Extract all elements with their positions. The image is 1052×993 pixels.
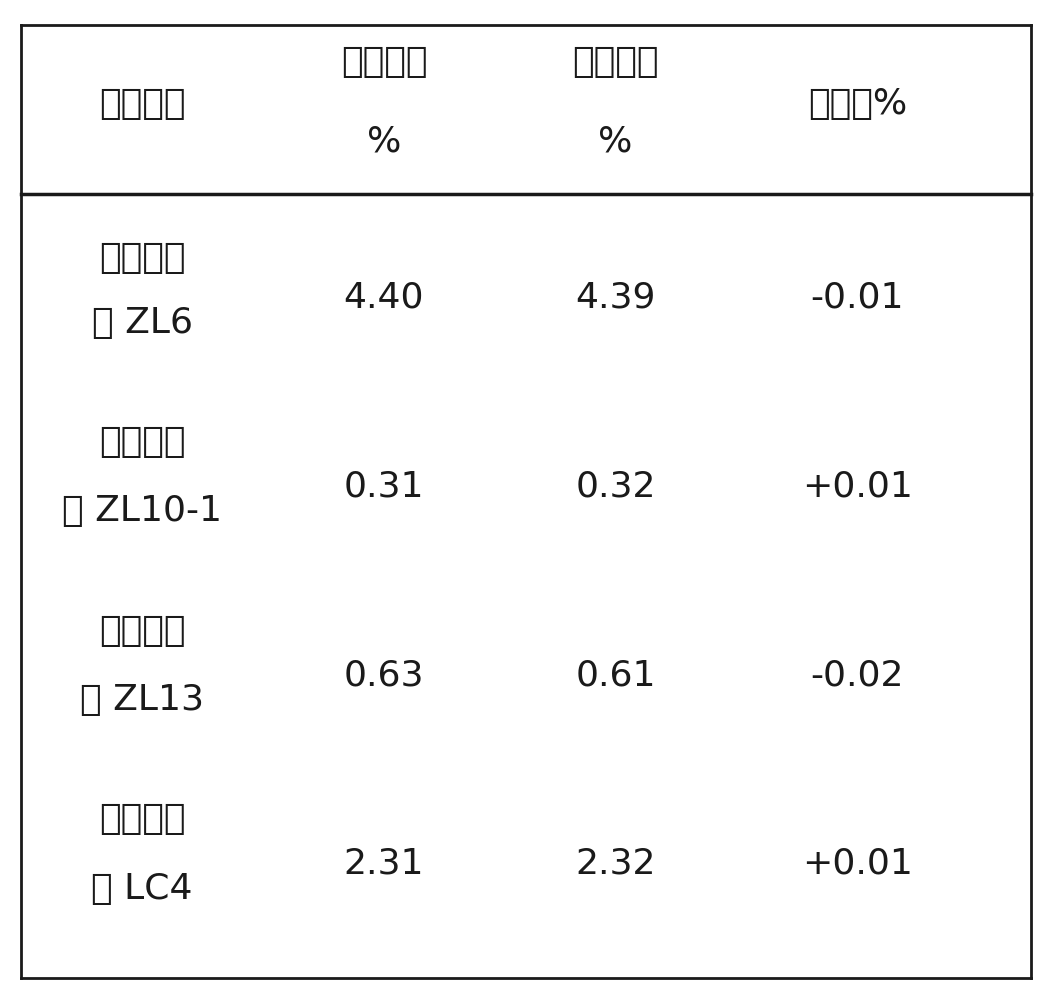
Text: -0.01: -0.01 bbox=[811, 281, 904, 315]
Text: 金 ZL10-1: 金 ZL10-1 bbox=[62, 495, 222, 528]
Text: 0.61: 0.61 bbox=[575, 658, 655, 692]
Text: 0.31: 0.31 bbox=[344, 470, 424, 503]
Text: 0.63: 0.63 bbox=[344, 658, 424, 692]
Text: 金 ZL6: 金 ZL6 bbox=[92, 306, 193, 340]
Text: -0.02: -0.02 bbox=[811, 658, 904, 692]
Text: 铸造铝合: 铸造铝合 bbox=[99, 802, 185, 836]
Text: 铸造铝合: 铸造铝合 bbox=[99, 425, 185, 459]
Text: 标样样品: 标样样品 bbox=[99, 87, 185, 121]
Text: 铸造铝合: 铸造铝合 bbox=[99, 614, 185, 647]
Text: 2.32: 2.32 bbox=[575, 847, 655, 881]
Text: 2.31: 2.31 bbox=[344, 847, 424, 881]
Text: %: % bbox=[599, 124, 632, 158]
Text: 标准值，: 标准值， bbox=[341, 45, 427, 78]
Text: +0.01: +0.01 bbox=[802, 470, 913, 503]
Text: 金 ZL13: 金 ZL13 bbox=[80, 683, 204, 717]
Text: +0.01: +0.01 bbox=[802, 847, 913, 881]
Text: 误差，%: 误差，% bbox=[808, 87, 907, 121]
Text: 测定值，: 测定值， bbox=[572, 45, 659, 78]
Text: 铸造铝合: 铸造铝合 bbox=[99, 241, 185, 275]
Text: 0.32: 0.32 bbox=[575, 470, 655, 503]
Text: 金 LC4: 金 LC4 bbox=[92, 872, 193, 906]
Text: 4.39: 4.39 bbox=[575, 281, 655, 315]
Text: 4.40: 4.40 bbox=[344, 281, 424, 315]
Text: %: % bbox=[367, 124, 401, 158]
